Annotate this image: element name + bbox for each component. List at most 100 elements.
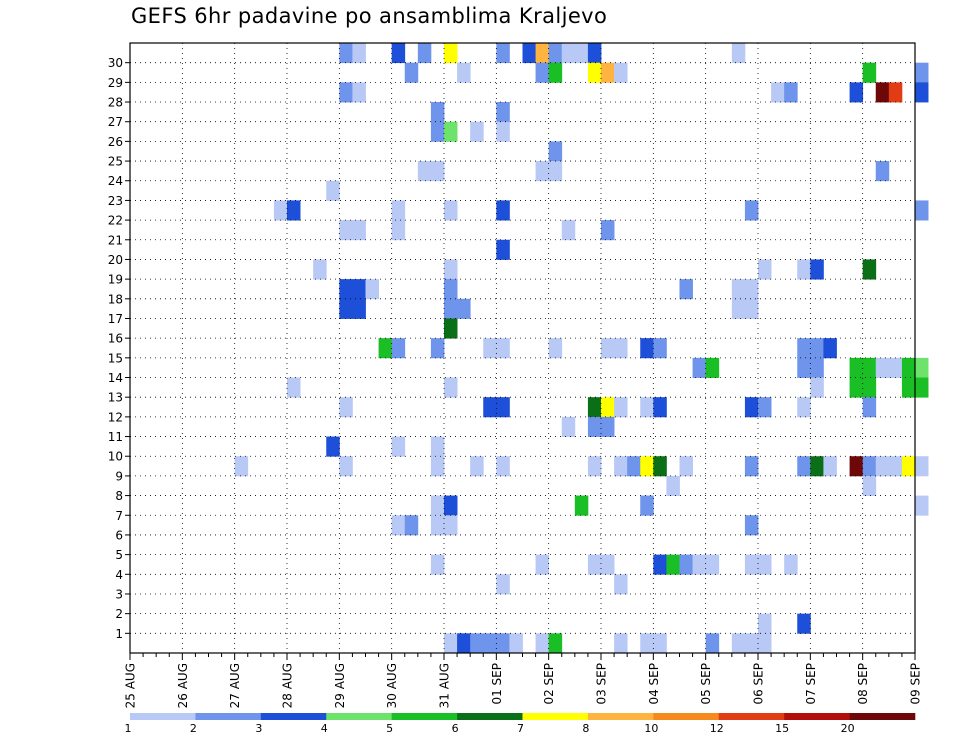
heatmap-cell <box>758 613 772 634</box>
heatmap-cell <box>758 554 772 575</box>
heatmap-cell <box>496 397 510 418</box>
y-tick-label: 6 <box>115 528 123 542</box>
y-tick-label: 22 <box>108 214 123 228</box>
heatmap-cell <box>430 436 445 457</box>
y-tick-label: 18 <box>108 292 123 306</box>
heatmap-cell <box>614 456 628 477</box>
heatmap-cell <box>888 357 903 378</box>
heatmap-cell <box>875 161 890 182</box>
heatmap-cell <box>535 161 550 182</box>
heatmap-cell <box>444 298 458 319</box>
heatmap-cell <box>901 357 916 378</box>
grid-lines <box>130 43 915 653</box>
heatmap-cell <box>273 200 288 221</box>
colorbar-swatch <box>653 713 720 720</box>
colorbar-label: 4 <box>321 722 328 735</box>
y-tick-label: 23 <box>108 194 123 208</box>
heatmap-cell <box>849 357 864 378</box>
heatmap-cell <box>561 220 576 241</box>
colorbar-swatch <box>849 713 916 720</box>
x-tick-label: 03 SEP <box>595 663 609 705</box>
heatmap-cell <box>444 377 458 398</box>
heatmap-cell <box>915 62 929 83</box>
heatmap-cell <box>496 43 510 64</box>
colorbar-swatch <box>587 713 654 720</box>
chart-title: GEFS 6hr padavine po ansamblima Kraljevo <box>131 4 608 28</box>
heatmap-cell <box>627 456 641 477</box>
heatmap-cell <box>457 62 471 83</box>
y-tick-label: 28 <box>108 96 123 110</box>
heatmap-cell <box>901 456 916 477</box>
heatmap-cell <box>862 357 877 378</box>
heatmap-cell <box>640 495 654 516</box>
heatmap-cell <box>915 495 929 516</box>
colorbar-swatch <box>195 713 262 720</box>
heatmap-cell <box>444 633 458 654</box>
heatmap-cell <box>430 495 445 516</box>
heatmap-cell <box>888 456 903 477</box>
x-tick-label: 01 SEP <box>490 663 504 705</box>
heatmap-cell <box>744 554 759 575</box>
heatmap-cell <box>430 121 445 142</box>
y-tick-label: 12 <box>108 410 123 424</box>
colorbar-label: 1 <box>125 722 132 735</box>
heatmap-cell <box>444 279 458 300</box>
y-tick-label: 9 <box>115 469 123 483</box>
heatmap-cell <box>444 200 458 221</box>
heatmap-cell <box>352 220 366 241</box>
heatmap-cell <box>614 574 628 595</box>
heatmap-cell <box>601 397 615 418</box>
heatmap-cell <box>614 397 628 418</box>
heatmap-cell <box>287 377 301 398</box>
heatmap-cell <box>339 279 353 300</box>
heatmap-cell <box>470 456 484 477</box>
heatmap-cell <box>915 377 929 398</box>
heatmap-cell <box>758 397 772 418</box>
x-tick-label: 08 SEP <box>856 663 870 705</box>
heatmap-cell <box>444 259 458 280</box>
heatmap-cell <box>548 43 563 64</box>
y-tick-label: 5 <box>115 548 123 562</box>
y-tick-label: 21 <box>108 233 123 247</box>
heatmap-cells <box>234 43 929 654</box>
heatmap-cell <box>731 279 746 300</box>
y-tick-label: 3 <box>115 587 123 601</box>
heatmap-cell <box>444 515 458 536</box>
heatmap-cell <box>535 633 550 654</box>
heatmap-cell <box>640 338 654 359</box>
heatmap-cell <box>797 259 811 280</box>
heatmap-cell <box>823 338 837 359</box>
colorbar-swatch <box>784 713 850 720</box>
heatmap-cell <box>548 62 563 83</box>
y-tick-label: 26 <box>108 135 123 149</box>
heatmap-cell <box>614 338 628 359</box>
heatmap-cell <box>339 220 353 241</box>
x-tick-label: 09 SEP <box>909 663 923 705</box>
heatmap-cell <box>561 43 576 64</box>
heatmap-cell <box>457 633 471 654</box>
heatmap-cell <box>810 456 824 477</box>
heatmap-cell <box>601 220 615 241</box>
heatmap-cell <box>509 633 523 654</box>
y-tick-label: 19 <box>108 273 123 287</box>
x-tick-label: 04 SEP <box>647 663 661 705</box>
heatmap-cell <box>548 161 563 182</box>
heatmap-cell <box>915 456 929 477</box>
heatmap-cell <box>653 338 667 359</box>
heatmap-cell <box>574 43 589 64</box>
heatmap-cell <box>862 397 877 418</box>
heatmap-cell <box>587 397 602 418</box>
heatmap-cell <box>352 43 366 64</box>
heatmap-cell <box>705 554 720 575</box>
heatmap-cell <box>601 554 615 575</box>
x-tick-label: 31 AUG <box>438 663 452 708</box>
heatmap-cell <box>522 43 536 64</box>
y-tick-label: 17 <box>108 312 123 326</box>
x-tick-label: 02 SEP <box>542 663 556 705</box>
colorbar-swatch <box>718 713 785 720</box>
y-tick-label: 16 <box>108 332 123 346</box>
heatmap-cell <box>758 259 772 280</box>
heatmap-cell <box>784 554 798 575</box>
heatmap-cell <box>535 43 550 64</box>
heatmap-cell <box>744 515 759 536</box>
